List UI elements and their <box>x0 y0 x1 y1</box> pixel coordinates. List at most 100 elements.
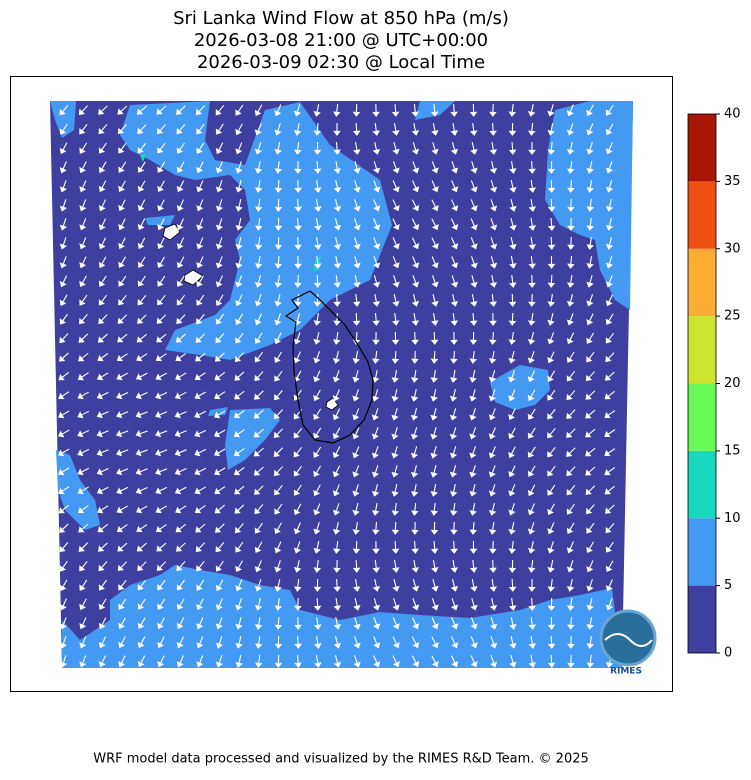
wind-arrow <box>391 369 399 383</box>
wind-arrow <box>430 427 438 440</box>
wind-arrow <box>431 256 439 269</box>
wind-arrow <box>352 503 360 516</box>
wind-arrow <box>59 313 68 325</box>
wind-arrow <box>118 579 127 591</box>
wind-arrow <box>176 617 185 630</box>
wind-arrow <box>79 314 88 325</box>
wind-arrow <box>59 655 68 668</box>
wind-arrow <box>547 351 555 364</box>
wind-arrow <box>469 502 477 516</box>
wind-arrow <box>586 179 594 193</box>
wind-arrow <box>392 579 400 592</box>
wind-arrow <box>98 256 107 269</box>
wind-arrow <box>469 408 477 421</box>
colorbar: 0 5 10 15 20 25 30 35 40 <box>687 107 741 661</box>
wind-arrow <box>566 579 575 592</box>
wind-arrow <box>274 255 283 269</box>
wind-arrow <box>449 446 458 459</box>
wind-arrow <box>137 598 146 610</box>
wind-arrow <box>430 465 438 478</box>
wind-arrow <box>449 369 458 383</box>
wind-arrow <box>333 293 341 307</box>
wind-arrow <box>313 465 322 477</box>
colorbar-tick-label: 25 <box>724 309 741 324</box>
wind-arrow <box>567 236 575 250</box>
wind-arrow <box>59 333 69 344</box>
wind-arrow <box>273 447 284 457</box>
wind-arrow <box>605 104 614 116</box>
wind-arrow <box>450 218 459 231</box>
wind-arrow <box>175 542 186 552</box>
wind-arrow <box>314 217 322 231</box>
wind-arrow <box>215 598 223 611</box>
wind-arrow <box>392 199 400 212</box>
wind-arrow <box>547 141 556 155</box>
wind-arrow <box>410 446 419 459</box>
title-line: 2026-03-08 21:00 @ UTC+00:00 <box>194 30 488 51</box>
wind-arrow <box>274 522 282 535</box>
wind-arrow <box>392 256 400 269</box>
wind-arrow <box>373 237 381 250</box>
wind-arrow <box>605 352 615 363</box>
wind-arrow <box>431 617 439 630</box>
wind-arrow <box>96 411 109 419</box>
wind-arrow <box>566 123 575 136</box>
wind-arrow <box>137 275 146 287</box>
wind-arrow <box>352 312 361 326</box>
wind-arrow <box>274 635 283 649</box>
wind-arrow <box>254 371 264 382</box>
wind-arrow <box>98 579 107 591</box>
wind-arrow <box>604 504 615 514</box>
wind-arrow <box>176 105 186 115</box>
wind-arrow <box>469 370 477 383</box>
wind-arrow <box>98 237 107 250</box>
wind-arrow <box>373 199 381 212</box>
wind-arrow <box>547 274 556 288</box>
wind-arrow <box>174 486 187 495</box>
wind-arrow <box>135 468 148 476</box>
wind-arrow <box>96 468 109 476</box>
wind-arrow <box>157 598 166 610</box>
wind-arrow <box>431 199 439 212</box>
wind-arrow <box>196 218 204 231</box>
wind-arrow <box>254 522 263 534</box>
wind-arrow <box>135 505 148 514</box>
wind-arrow <box>79 275 87 288</box>
wind-arrow <box>214 391 226 400</box>
wind-arrow <box>118 237 126 250</box>
wind-arrow <box>489 598 498 611</box>
wind-arrow <box>605 180 614 193</box>
wind-arrow <box>215 636 224 649</box>
wind-arrow <box>118 161 127 173</box>
wind-arrow <box>313 122 322 136</box>
wind-arrow <box>566 485 576 496</box>
wind-arrow <box>430 502 439 516</box>
wind-arrow <box>412 617 420 630</box>
wind-arrow <box>235 294 243 307</box>
wind-arrow <box>294 616 302 630</box>
wind-arrow <box>214 352 225 362</box>
wind-arrow <box>352 465 360 478</box>
wind-arrow <box>469 484 477 497</box>
wind-arrow <box>451 161 459 174</box>
wind-arrow <box>450 655 459 668</box>
wind-arrow <box>586 313 594 326</box>
wind-arrow <box>176 180 185 193</box>
wind-arrow <box>372 275 381 288</box>
wind-arrow <box>213 429 226 438</box>
wind-arrow <box>353 275 361 288</box>
wind-arrow <box>194 467 207 476</box>
wind-arrow <box>118 218 126 231</box>
wind-arrow <box>313 293 322 307</box>
wind-arrow <box>430 521 439 535</box>
wind-arrow <box>372 521 380 535</box>
wind-arrow <box>58 410 70 419</box>
wind-arrow <box>392 275 400 288</box>
wind-arrow <box>412 161 420 174</box>
wind-arrow <box>136 524 148 533</box>
wind-arrows <box>57 103 616 668</box>
wind-arrow <box>195 352 206 362</box>
wind-arrow <box>157 237 165 250</box>
wind-arrow <box>508 559 517 573</box>
wind-arrow <box>195 333 206 343</box>
